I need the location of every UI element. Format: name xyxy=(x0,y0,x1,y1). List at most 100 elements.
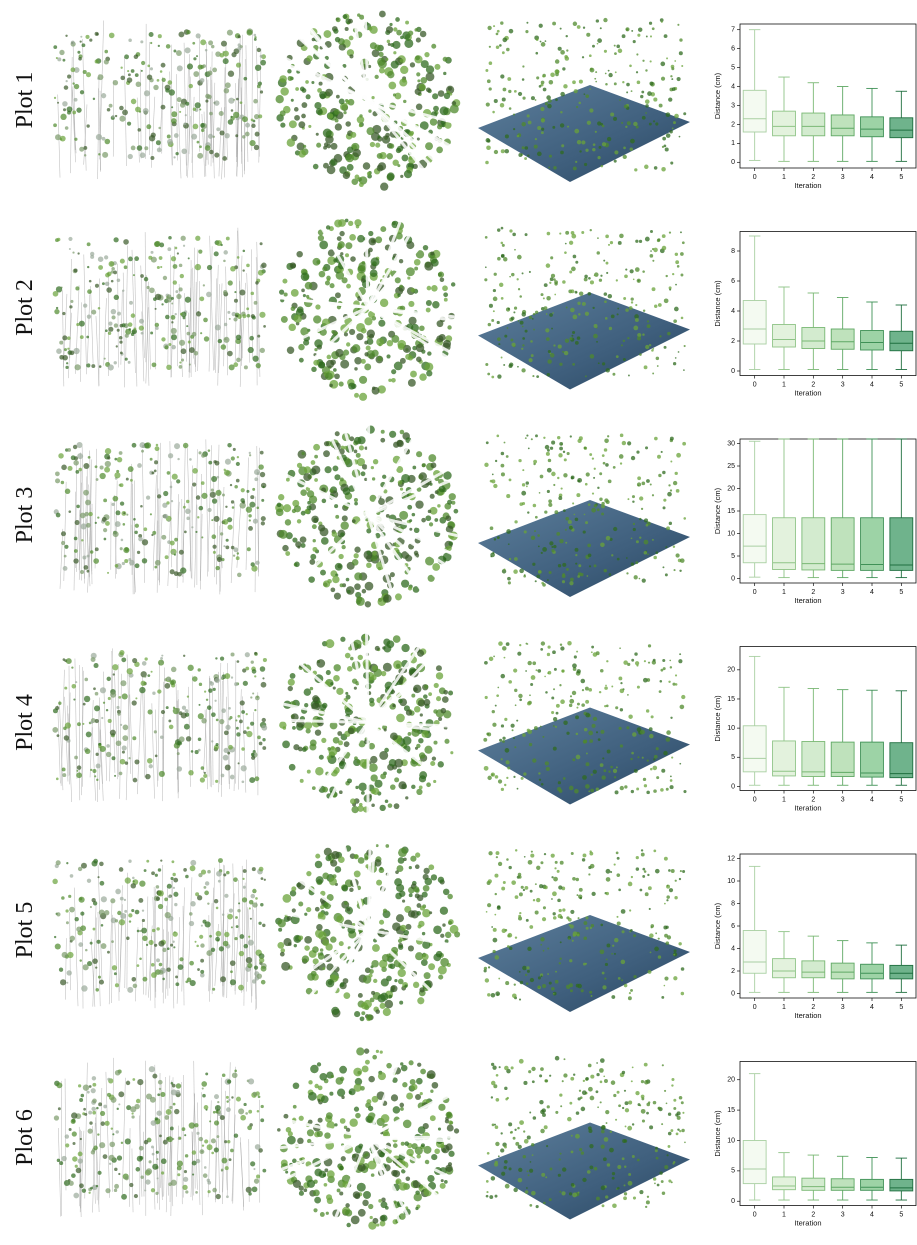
foliage xyxy=(214,678,219,683)
foliage xyxy=(179,365,183,369)
vegetation xyxy=(570,435,572,437)
vegetation xyxy=(489,87,492,90)
foliage xyxy=(162,978,165,981)
foliage xyxy=(104,538,107,541)
vegetation xyxy=(669,522,672,525)
foliage xyxy=(251,756,255,760)
trunk xyxy=(192,97,194,163)
foliage xyxy=(165,555,169,559)
vegetation xyxy=(566,568,569,571)
trunk xyxy=(220,487,224,592)
vegetation xyxy=(520,321,524,325)
canopy xyxy=(292,908,296,912)
vegetation xyxy=(594,78,596,80)
vegetation xyxy=(591,508,596,513)
foliage xyxy=(230,775,235,780)
vegetation xyxy=(501,242,504,245)
vegetation xyxy=(667,492,672,497)
trunk xyxy=(248,909,252,1003)
foliage xyxy=(156,958,160,962)
foliage xyxy=(129,920,131,922)
vegetation xyxy=(564,458,567,461)
vegetation xyxy=(593,770,597,774)
trunk xyxy=(75,658,77,778)
foliage xyxy=(122,109,128,115)
vegetation xyxy=(593,477,595,479)
foliage xyxy=(157,1093,160,1096)
foliage xyxy=(158,904,163,909)
vegetation xyxy=(605,73,607,75)
foliage xyxy=(96,753,99,756)
foliage xyxy=(111,1127,113,1129)
vegetation xyxy=(597,508,600,511)
vegetation xyxy=(509,362,513,366)
canopy xyxy=(330,682,333,685)
vegetation xyxy=(525,974,527,976)
foliage xyxy=(126,937,129,940)
foliage xyxy=(250,696,252,698)
canopy xyxy=(415,55,420,60)
foliage xyxy=(71,1173,76,1178)
canopy xyxy=(397,769,402,774)
foliage xyxy=(136,81,142,87)
foliage xyxy=(120,351,123,354)
canopy xyxy=(381,430,385,434)
foliage xyxy=(238,985,244,991)
canopy xyxy=(319,271,326,278)
canopy xyxy=(423,694,428,699)
foliage xyxy=(117,329,120,332)
foliage xyxy=(139,880,145,886)
vegetation xyxy=(617,922,621,926)
canopy xyxy=(371,803,375,807)
foliage xyxy=(190,980,196,986)
foliage xyxy=(131,909,134,912)
foliage xyxy=(240,101,243,104)
foliage xyxy=(93,1146,98,1151)
foliage xyxy=(158,660,164,666)
vegetation xyxy=(588,688,592,692)
vegetation xyxy=(498,641,503,646)
vegetation xyxy=(661,451,663,453)
vegetation xyxy=(668,97,672,101)
foliage xyxy=(94,705,100,711)
foliage xyxy=(165,88,169,92)
foliage xyxy=(133,328,136,331)
canopy xyxy=(383,1008,391,1016)
foliage xyxy=(129,328,132,331)
foliage xyxy=(206,699,208,701)
canopy xyxy=(358,266,363,271)
foliage xyxy=(185,509,190,514)
foliage xyxy=(255,696,260,701)
canopy xyxy=(357,760,361,764)
foliage xyxy=(203,886,206,889)
foliage xyxy=(142,919,145,922)
foliage xyxy=(236,63,241,68)
trunk xyxy=(177,917,180,1004)
foliage xyxy=(127,77,133,83)
vegetation xyxy=(548,646,551,649)
foliage xyxy=(214,100,220,106)
canopy xyxy=(340,637,345,642)
foliage xyxy=(262,924,265,927)
foliage xyxy=(234,291,236,293)
trunk xyxy=(81,302,82,381)
canopy xyxy=(335,37,340,42)
vegetation xyxy=(552,650,556,654)
foliage xyxy=(150,156,154,160)
foliage xyxy=(100,1111,105,1116)
vegetation xyxy=(677,265,680,268)
foliage xyxy=(251,562,255,566)
canopy xyxy=(448,87,452,91)
vegetation xyxy=(667,885,669,887)
foliage xyxy=(78,1158,83,1163)
vegetation xyxy=(622,81,624,83)
canopy xyxy=(304,688,311,695)
foliage xyxy=(223,58,229,64)
foliage xyxy=(176,294,181,299)
canopy xyxy=(346,1223,350,1227)
vegetation xyxy=(584,447,587,450)
foliage xyxy=(66,80,68,82)
foliage xyxy=(113,80,118,85)
vegetation xyxy=(538,772,540,774)
foliage xyxy=(225,546,229,550)
